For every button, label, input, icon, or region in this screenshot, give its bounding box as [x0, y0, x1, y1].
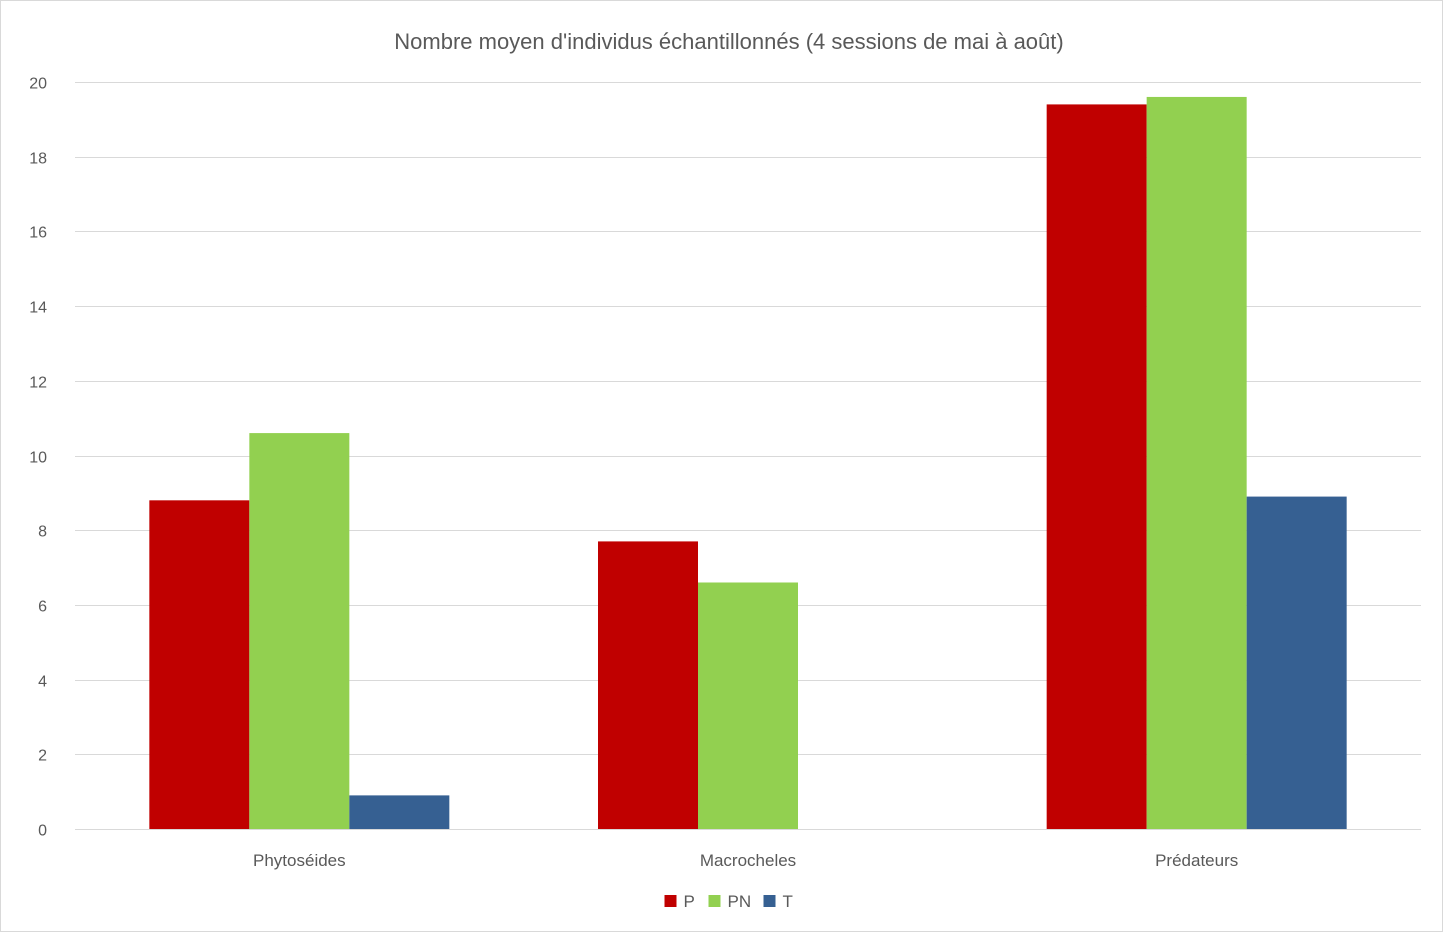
- x-category-label: Macrocheles: [700, 851, 796, 870]
- y-tick-label: 16: [29, 225, 47, 242]
- y-tick-label: 0: [38, 823, 47, 840]
- chart-title: Nombre moyen d'individus échantillonnés …: [394, 29, 1063, 54]
- legend-label: PN: [728, 892, 752, 911]
- y-tick-label: 10: [29, 450, 47, 467]
- y-axis-tick-labels: 0 2 4 6 8 10 12 14 16 18 20: [29, 76, 47, 840]
- bar-p-1: [598, 541, 698, 829]
- legend-swatch: [708, 895, 721, 907]
- x-category-label: Prédateurs: [1155, 851, 1238, 870]
- legend-label: T: [783, 892, 793, 911]
- x-axis-category-labels: Phytoséides Macrocheles Prédateurs: [253, 851, 1238, 870]
- bar-p-0: [149, 500, 250, 829]
- y-tick-label: 20: [29, 76, 47, 93]
- y-tick-label: 6: [38, 599, 47, 616]
- y-tick-label: 4: [38, 674, 47, 691]
- y-tick-label: 8: [38, 524, 47, 541]
- y-tick-label: 18: [29, 151, 47, 168]
- bar-pn-2: [1146, 96, 1247, 829]
- x-category-label: Phytoséides: [253, 851, 346, 870]
- bars: [149, 96, 1347, 829]
- bar-t-2: [1246, 496, 1347, 829]
- legend: P PN T: [664, 892, 793, 911]
- bar-p-2: [1046, 104, 1147, 829]
- bar-pn-0: [249, 433, 350, 829]
- legend-item-pn: PN: [708, 892, 752, 911]
- bar-t-0: [349, 795, 450, 829]
- y-tick-label: 2: [38, 748, 47, 765]
- legend-item-t: T: [763, 892, 793, 911]
- legend-swatch: [664, 895, 677, 907]
- y-tick-label: 14: [29, 300, 47, 317]
- legend-swatch: [763, 895, 776, 907]
- legend-item-p: P: [664, 892, 695, 911]
- bar-pn-1: [698, 582, 798, 829]
- legend-label: P: [684, 892, 695, 911]
- y-tick-label: 12: [29, 375, 47, 392]
